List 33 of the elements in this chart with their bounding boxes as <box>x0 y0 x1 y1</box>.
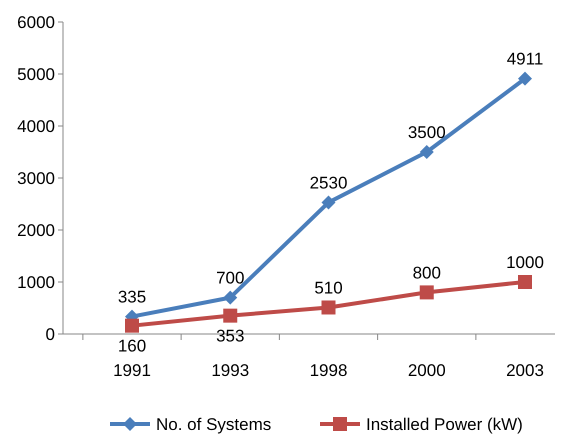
data-label: 353 <box>216 326 244 346</box>
legend-label: Installed Power (kW) <box>366 415 523 434</box>
y-tick-label: 3000 <box>17 169 55 188</box>
point <box>125 318 139 333</box>
x-tick-label: 1998 <box>310 361 348 380</box>
point <box>322 300 336 314</box>
data-label: 2530 <box>310 173 348 192</box>
x-tick-label: 2000 <box>408 361 446 380</box>
y-tick-label: 0 <box>46 325 55 344</box>
data-label: 1000 <box>506 253 544 272</box>
point <box>420 285 434 300</box>
point <box>223 308 238 323</box>
legend-label: No. of Systems <box>156 415 272 434</box>
data-label: 4911 <box>506 50 544 69</box>
y-tick-label: 4000 <box>17 117 55 136</box>
point <box>420 145 434 159</box>
x-tick-label: 1993 <box>211 361 250 380</box>
data-label: 510 <box>314 278 343 298</box>
data-label: 700 <box>216 268 244 288</box>
data-label: 335 <box>118 288 146 307</box>
point <box>518 72 532 86</box>
data-label: 3500 <box>408 123 446 142</box>
y-tick-label: 6000 <box>17 13 55 32</box>
x-tick-label: 1991 <box>113 361 151 380</box>
y-tick-label: 2000 <box>17 221 55 240</box>
data-label: 800 <box>412 263 441 282</box>
x-tick-label: 2003 <box>506 361 544 380</box>
y-tick-label: 5000 <box>17 65 55 84</box>
point <box>223 290 238 305</box>
point <box>322 195 336 210</box>
y-tick-label: 1000 <box>17 273 55 292</box>
point <box>518 275 532 289</box>
data-label: 160 <box>118 336 146 356</box>
